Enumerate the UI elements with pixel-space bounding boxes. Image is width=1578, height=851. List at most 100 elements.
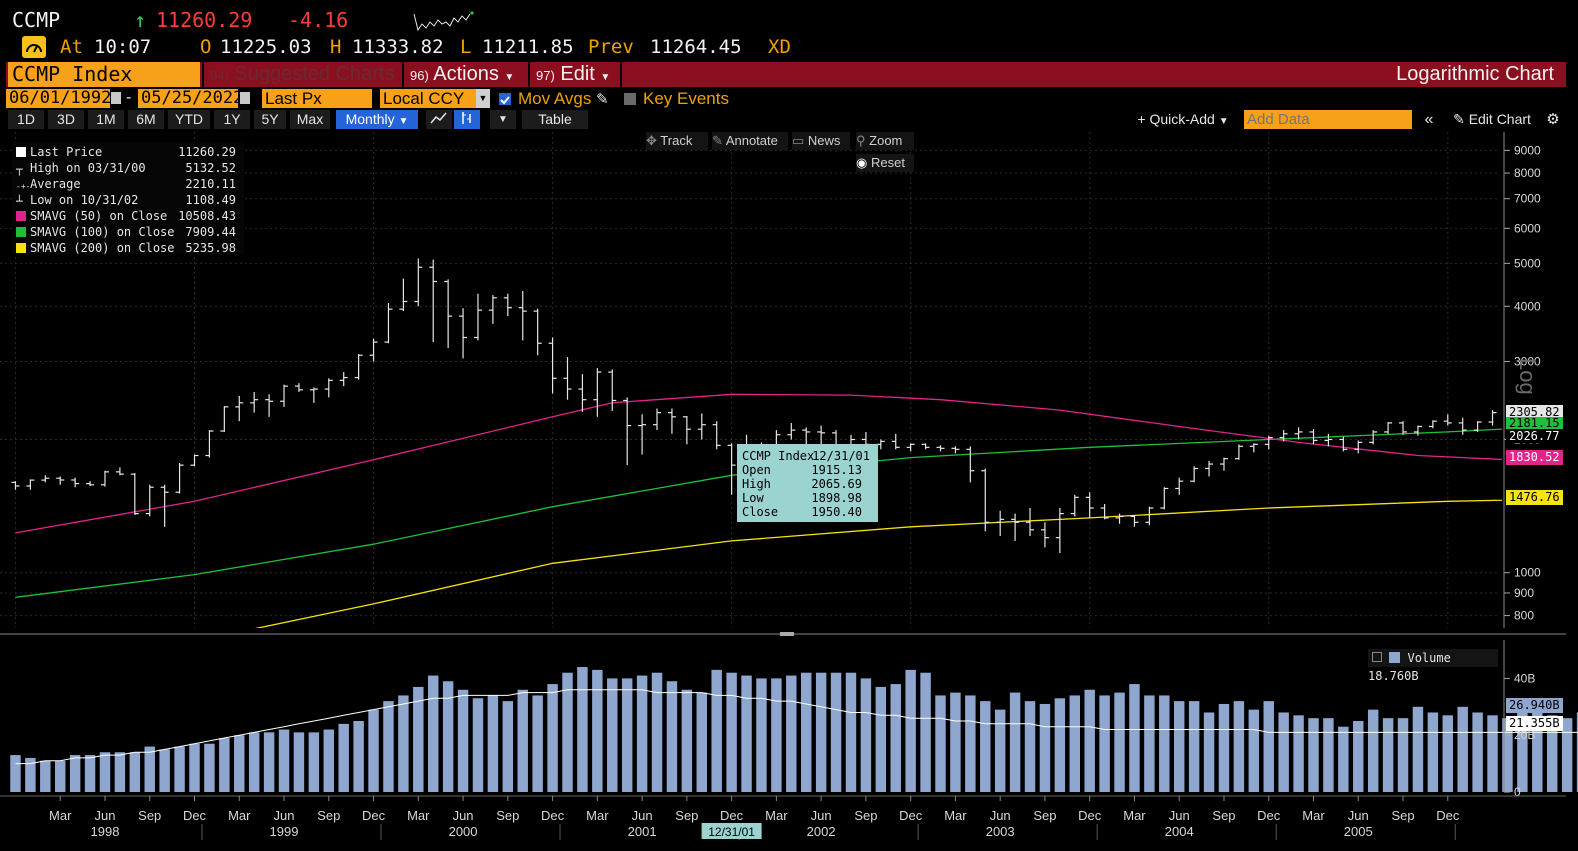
legend-value: 1108.49 bbox=[185, 193, 236, 207]
volume-bar bbox=[1561, 718, 1573, 792]
legend-label: Last Price bbox=[30, 145, 103, 159]
volume-bar bbox=[383, 701, 394, 792]
field-selector[interactable]: Last Px bbox=[262, 89, 372, 108]
legend-value: 11260.29 bbox=[178, 145, 236, 159]
legend-label: Low on 10/31/02 bbox=[30, 193, 139, 207]
edit-menu-button[interactable]: 97) Edit ▼ bbox=[536, 63, 611, 85]
price-volume-chart[interactable]: 800 900 1000 2000 3000 4000 5000 6000 7000 8000 90… bbox=[0, 130, 1578, 851]
mov-avgs-checkbox[interactable] bbox=[499, 93, 511, 105]
volume-bar bbox=[1009, 692, 1021, 792]
volume-bar bbox=[457, 689, 469, 792]
gear-icon[interactable]: ⚙ bbox=[1544, 110, 1562, 129]
pencil-icon[interactable]: ✎ bbox=[596, 91, 609, 108]
volume-average-line bbox=[15, 689, 1578, 765]
actions-menu-button[interactable]: 96) Actions ▼ bbox=[410, 63, 515, 85]
suggested-charts-button[interactable]: 94) Suggested Charts bbox=[210, 63, 395, 85]
volume-bar bbox=[890, 684, 901, 792]
volume-bar bbox=[1338, 726, 1349, 792]
period-button-5y[interactable]: 5Y bbox=[254, 110, 286, 129]
calendar-icon[interactable] bbox=[240, 92, 250, 104]
highlight-date-box bbox=[701, 823, 762, 839]
volume-bar bbox=[1546, 715, 1558, 792]
quick-add-button[interactable]: + Quick-Add ▼ bbox=[1128, 110, 1238, 129]
period-button-3d[interactable]: 3D bbox=[48, 110, 84, 129]
security-field[interactable]: CCMP Index bbox=[8, 62, 200, 87]
period-button-6m[interactable]: 6M bbox=[128, 110, 164, 129]
period-button-max[interactable]: Max bbox=[290, 110, 330, 129]
x-month-label: Jun bbox=[1169, 808, 1190, 823]
volume-bar bbox=[144, 746, 155, 792]
volume-bar bbox=[1203, 712, 1215, 792]
sparkline-icon bbox=[413, 11, 474, 32]
average-marker-icon: -+- bbox=[16, 182, 31, 191]
volume-bar bbox=[1144, 695, 1155, 792]
volume-bar bbox=[756, 678, 767, 792]
table-button[interactable]: Table bbox=[522, 110, 588, 129]
x-month-label: Jun bbox=[274, 808, 295, 823]
legend-label: Average bbox=[30, 177, 81, 191]
key-events-checkbox[interactable] bbox=[624, 93, 636, 105]
low-value: 11211.85 bbox=[482, 36, 574, 58]
tooltip-date: 12/31/01 bbox=[812, 449, 870, 463]
volume-bar bbox=[25, 757, 36, 792]
annotate-tool[interactable]: ✎ Annotate bbox=[712, 132, 788, 150]
collapse-box-icon[interactable] bbox=[1372, 652, 1382, 662]
volume-bar bbox=[263, 732, 275, 792]
legend-row: Last Price 11260.29 bbox=[16, 144, 240, 160]
gauge-icon[interactable] bbox=[22, 36, 46, 58]
volume-bar bbox=[323, 729, 335, 792]
volume-bar bbox=[1099, 695, 1110, 792]
collapse-icon[interactable]: « bbox=[1418, 110, 1440, 129]
key-events-label[interactable]: Key Events bbox=[643, 89, 729, 108]
currency-selector[interactable]: Local CCY bbox=[380, 89, 476, 108]
legend-swatch bbox=[16, 211, 26, 221]
mov-avgs-label[interactable]: Mov Avgs bbox=[518, 89, 592, 108]
x-year-label: 2005 bbox=[1344, 824, 1373, 839]
volume-bar bbox=[666, 681, 678, 792]
volume-bar bbox=[1233, 701, 1245, 792]
volume-bar bbox=[1278, 712, 1289, 792]
period-button-1d[interactable]: 1D bbox=[8, 110, 44, 129]
volume-bar bbox=[442, 681, 454, 792]
period-button-1m[interactable]: 1M bbox=[88, 110, 124, 129]
reset-zoom-button[interactable]: ◉ Reset bbox=[856, 154, 914, 172]
period-button-1y[interactable]: 1Y bbox=[214, 110, 250, 129]
volume-badge-last: 26.940B bbox=[1506, 698, 1563, 713]
zoom-tool[interactable]: ⚲ Zoom bbox=[856, 132, 914, 150]
chart-legend: Last Price 11260.29 ┬ High on 03/31/00 5132.… bbox=[12, 142, 244, 255]
x-month-label: Jun bbox=[1348, 808, 1369, 823]
volume-bar bbox=[815, 672, 827, 792]
caret-down-icon[interactable]: ▼ bbox=[476, 89, 490, 108]
volume-bar bbox=[99, 752, 111, 792]
tooltip-label: Close bbox=[742, 505, 779, 519]
x-month-label: Jun bbox=[453, 808, 474, 823]
legend-row: ┴ Low on 10/31/02 1108.49 bbox=[16, 192, 240, 208]
x-month-label: Dec bbox=[1257, 808, 1281, 823]
y-tick-label: 5000 bbox=[1514, 256, 1541, 270]
volume-bar bbox=[1263, 701, 1274, 792]
chart-style-caret-icon[interactable]: ▼ bbox=[490, 110, 516, 129]
x-month-label: Sep bbox=[317, 808, 340, 823]
end-date-field[interactable]: 05/25/2022 bbox=[138, 89, 243, 108]
calendar-icon[interactable] bbox=[111, 92, 121, 104]
news-tool[interactable]: ▭ News bbox=[792, 132, 850, 150]
date-range-dash: - bbox=[126, 89, 132, 106]
line-chart-icon[interactable] bbox=[426, 110, 452, 129]
volume-bar bbox=[174, 746, 185, 792]
ohlc-bar-icon[interactable] bbox=[454, 110, 480, 129]
start-date-field[interactable]: 06/01/1992 bbox=[6, 89, 111, 108]
volume-bar bbox=[54, 760, 66, 792]
frequency-dropdown[interactable]: Monthly ▼ bbox=[336, 110, 418, 129]
volume-bar bbox=[1069, 695, 1081, 792]
volume-bar bbox=[860, 678, 872, 792]
period-button-ytd[interactable]: YTD bbox=[168, 110, 210, 129]
track-tool[interactable]: ✥ Track bbox=[646, 132, 708, 150]
add-data-input[interactable] bbox=[1244, 110, 1412, 129]
legend-label: SMAVG (200) on Close bbox=[30, 241, 175, 255]
volume-bar bbox=[845, 672, 857, 792]
volume-bar bbox=[1188, 701, 1200, 792]
x-month-label: Sep bbox=[675, 808, 698, 823]
y-tick-label: 6000 bbox=[1514, 221, 1541, 235]
edit-chart-button[interactable]: ✎ Edit Chart bbox=[1444, 110, 1540, 129]
volume-bar bbox=[920, 672, 931, 792]
